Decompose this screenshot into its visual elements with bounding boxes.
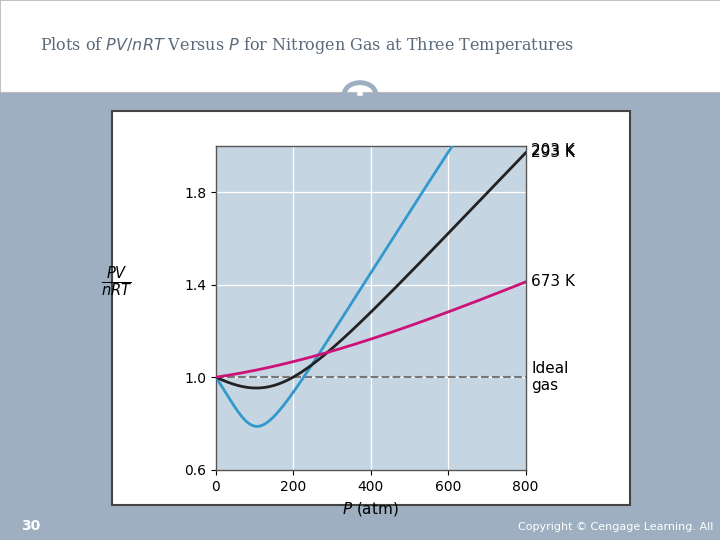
- FancyBboxPatch shape: [112, 111, 630, 505]
- Text: Ideal
gas: Ideal gas: [531, 361, 569, 394]
- Text: Plots of $\it{PV/nRT}$ Versus $\it{P}$ for Nitrogen Gas at Three Temperatures: Plots of $\it{PV/nRT}$ Versus $\it{P}$ f…: [40, 36, 574, 56]
- Text: 293 K: 293 K: [531, 145, 575, 160]
- Text: $\frac{PV}{nRT}$: $\frac{PV}{nRT}$: [102, 265, 132, 299]
- Text: 30: 30: [22, 519, 41, 534]
- Text: Copyright © Cengage Learning. All: Copyright © Cengage Learning. All: [518, 522, 714, 531]
- Text: 203 K: 203 K: [531, 143, 575, 158]
- FancyBboxPatch shape: [0, 0, 720, 92]
- Text: 673 K: 673 K: [531, 274, 575, 289]
- X-axis label: $\it{P}$ (atm): $\it{P}$ (atm): [343, 501, 399, 518]
